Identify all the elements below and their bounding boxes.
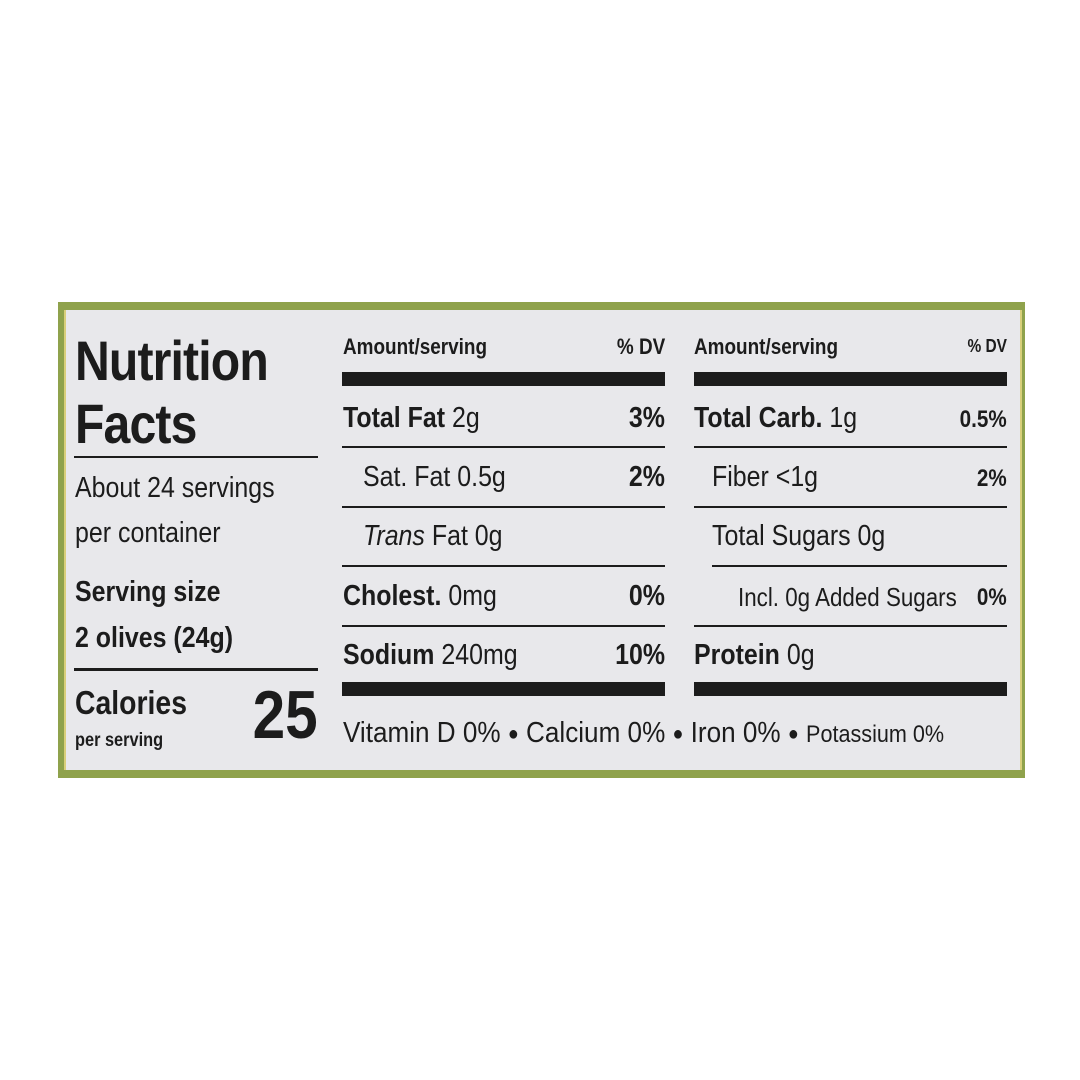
mid-header-amount: Amount/serving <box>343 334 488 359</box>
right-header-dv: % DV <box>967 336 1007 356</box>
divider <box>694 625 1007 627</box>
fiber-row: Fiber <1g <box>712 461 819 493</box>
calcium: Calcium 0% <box>526 717 666 749</box>
bullet-icon: ● <box>787 722 799 745</box>
total-fat-dv: 3% <box>628 402 665 434</box>
trans-fat-row: Trans Fat 0g <box>363 520 503 552</box>
iron: Iron 0% <box>690 717 781 749</box>
divider <box>342 506 665 508</box>
potassium: Potassium 0% <box>806 721 945 748</box>
calories-sub: per serving <box>75 730 164 751</box>
thick-rule <box>342 682 665 696</box>
cholesterol-row: Cholest. 0mg <box>343 580 497 612</box>
sodium-dv: 10% <box>615 639 665 671</box>
fiber-dv: 2% <box>977 465 1007 492</box>
divider <box>74 668 318 671</box>
sodium-row: Sodium 240mg <box>343 639 518 671</box>
divider <box>694 506 1007 508</box>
sat-fat-row: Sat. Fat 0.5g <box>363 461 506 493</box>
vitamin-d: Vitamin D 0% <box>343 717 501 749</box>
divider <box>342 565 665 567</box>
added-sugars-dv: 0% <box>977 584 1007 611</box>
thick-rule <box>694 372 1007 386</box>
total-fat-row: Total Fat 2g <box>343 402 480 434</box>
thick-rule <box>694 682 1007 696</box>
right-header-amount: Amount/serving <box>694 334 839 359</box>
mid-header-dv: % DV <box>616 334 665 359</box>
bullet-icon: ● <box>507 722 519 745</box>
total-carb-dv: 0.5% <box>959 406 1007 433</box>
title-line2: Facts <box>75 392 197 455</box>
protein-row: Protein 0g <box>694 639 815 671</box>
vitamin-footer: Vitamin D 0% ● Calcium 0% ● Iron 0% ● Po… <box>343 717 944 750</box>
cholesterol-dv: 0% <box>628 580 665 612</box>
added-sugars-row: Incl. 0g Added Sugars <box>738 582 957 612</box>
serving-size-value: 2 olives (24g) <box>75 622 234 654</box>
divider <box>342 446 665 448</box>
divider <box>342 625 665 627</box>
calories-label: Calories <box>75 684 188 721</box>
thick-rule <box>342 372 665 386</box>
serving-size-label: Serving size <box>75 576 221 608</box>
total-sugars-row: Total Sugars 0g <box>712 520 886 552</box>
divider <box>712 565 1007 567</box>
sat-fat-dv: 2% <box>628 461 665 493</box>
servings-line2: per container <box>75 517 221 549</box>
total-carb-row: Total Carb. 1g <box>694 402 858 434</box>
divider <box>74 456 318 458</box>
bullet-icon: ● <box>672 722 684 745</box>
title-line1: Nutrition <box>75 329 269 392</box>
divider <box>694 446 1007 448</box>
calories-value: 25 <box>252 677 318 753</box>
servings-line1: About 24 servings <box>75 472 275 504</box>
